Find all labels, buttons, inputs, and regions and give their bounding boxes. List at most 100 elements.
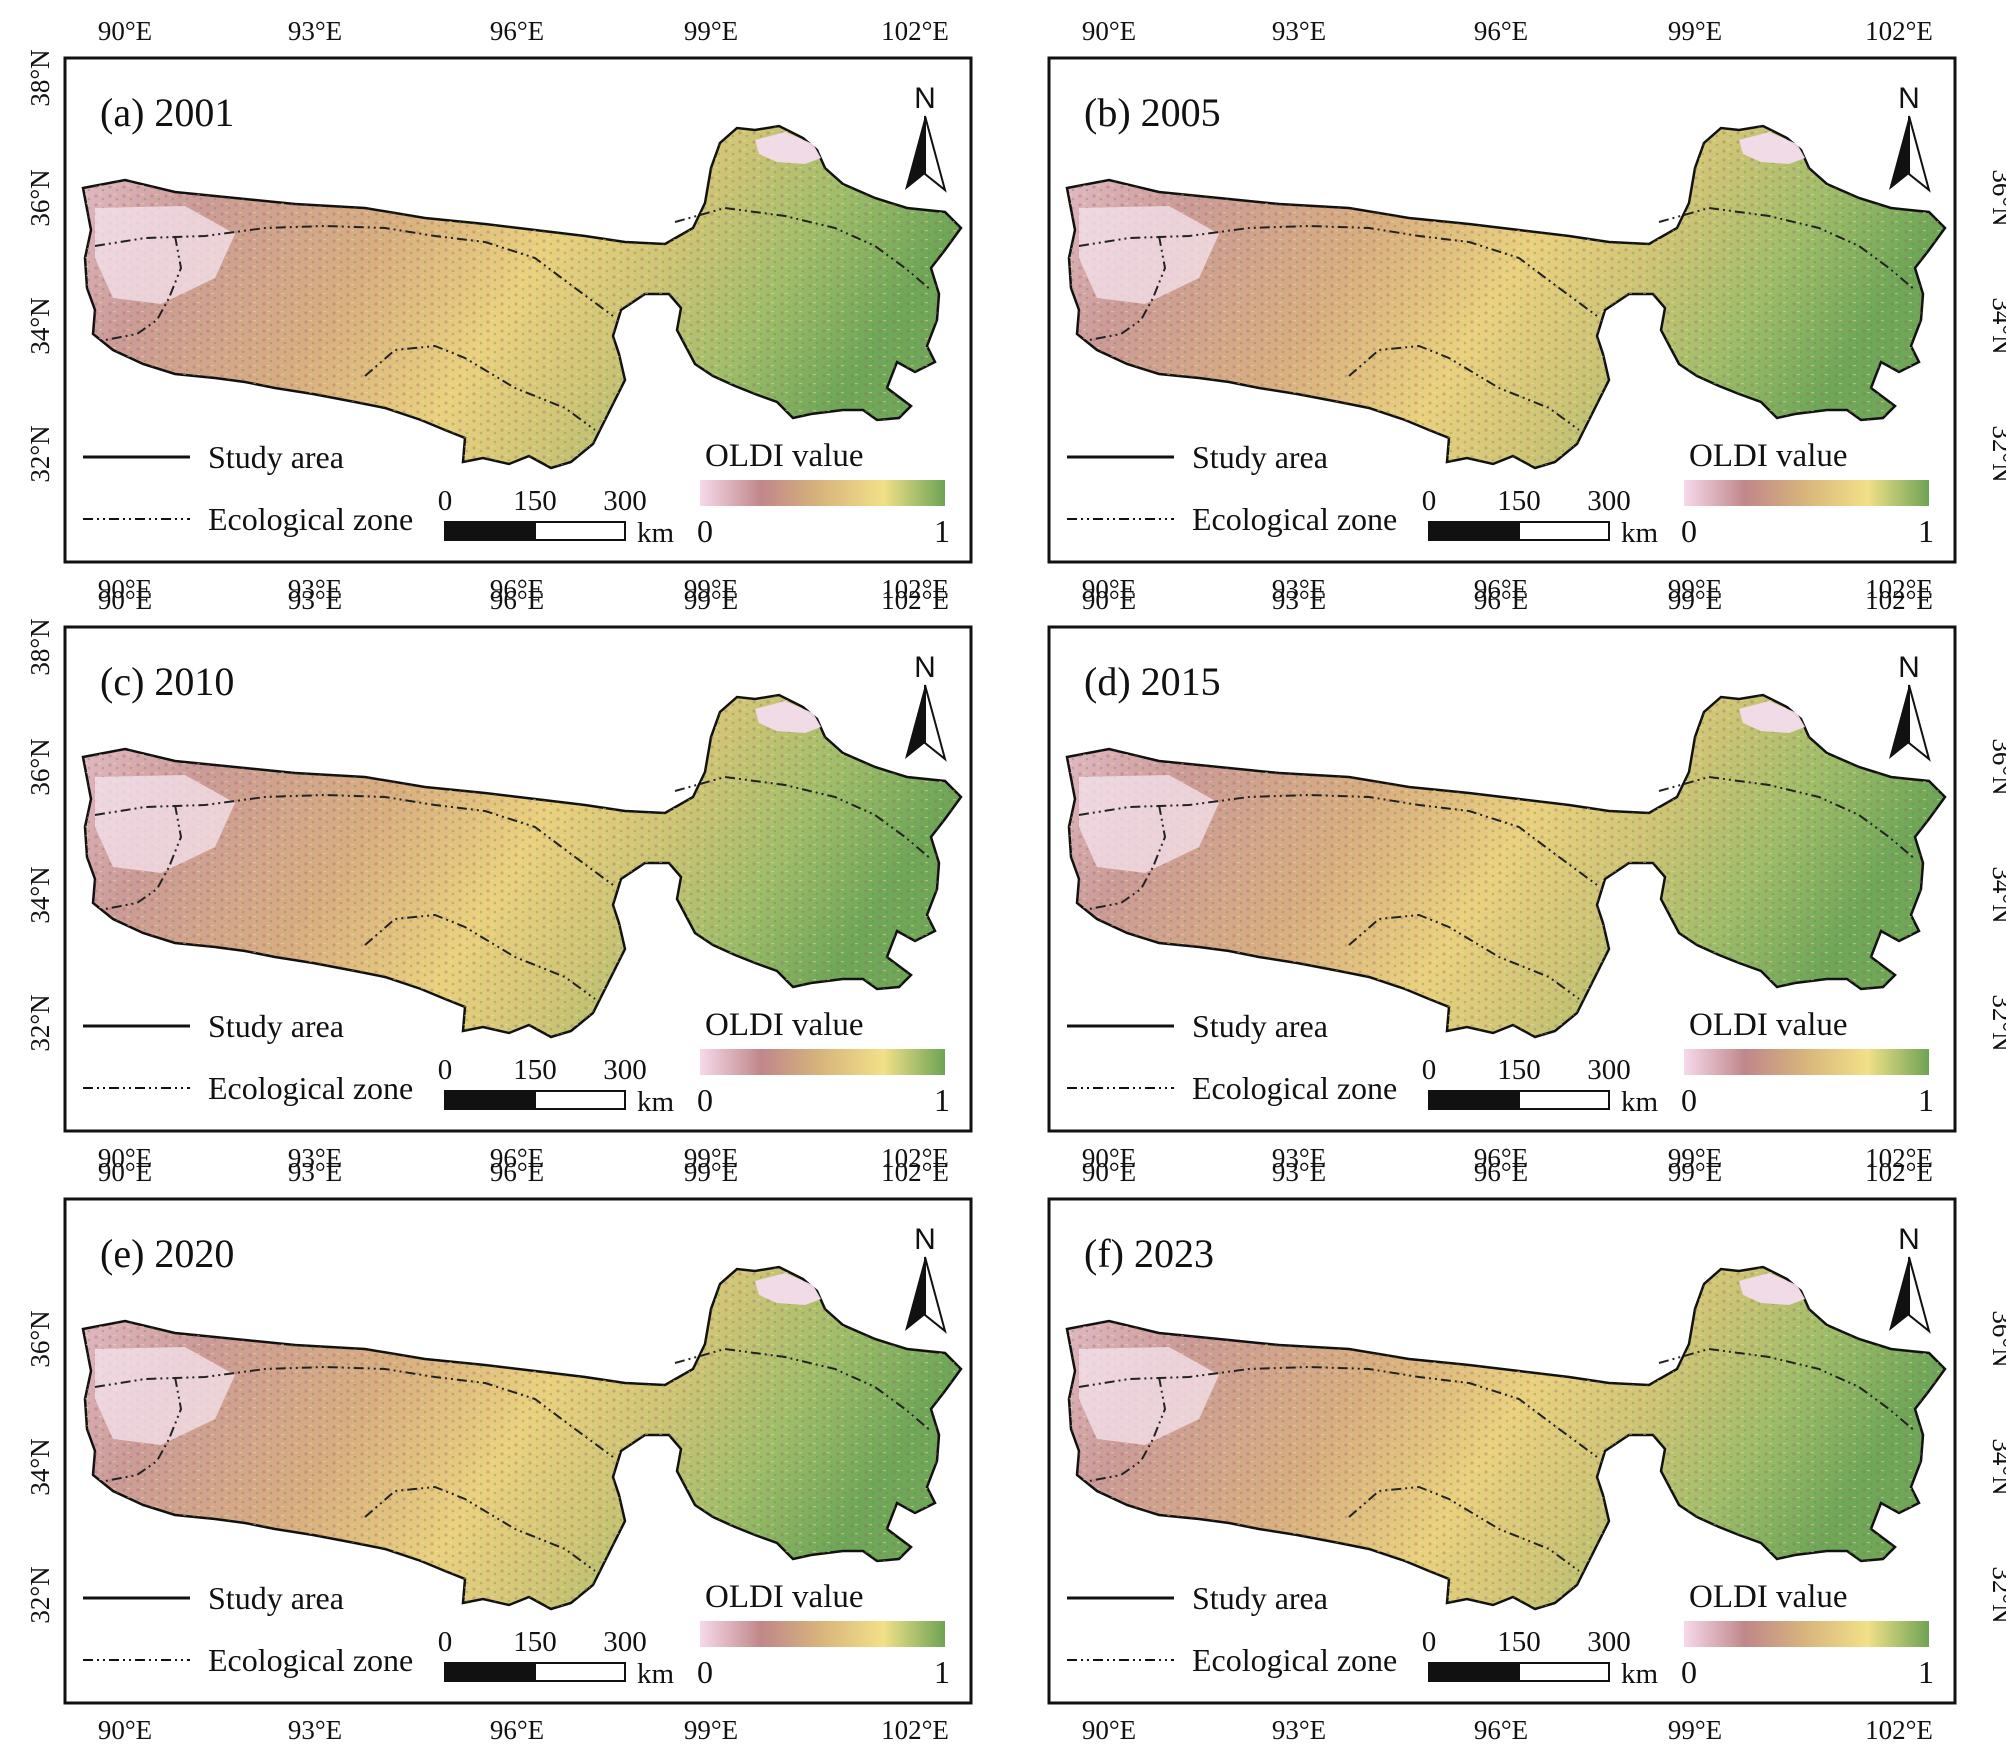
svg-text:0: 0 <box>438 1054 453 1086</box>
svg-text:300: 300 <box>1587 1626 1631 1658</box>
ecological-zone-line <box>94 224 614 317</box>
ecological-zone-line <box>1078 793 1598 886</box>
bare-patch <box>1079 775 1219 873</box>
x-tick-label: 102°E <box>881 16 949 46</box>
scale-bar: 0 150 300 km <box>438 1054 675 1118</box>
scale-bar: 0 150 300 km <box>1422 1626 1659 1690</box>
map-panel: (b) 2005 N Study area Ecological zone 0 … <box>1047 16 2006 604</box>
ecological-zone-legend-label: Ecological zone <box>208 501 413 537</box>
colorbar-min: 0 <box>697 513 713 549</box>
colorbar-max: 1 <box>934 1654 950 1690</box>
y-tick-label: 34°N <box>1987 866 2006 923</box>
svg-text:300: 300 <box>603 1626 647 1658</box>
x-tick-label: 99°E <box>1668 1715 1722 1745</box>
y-tick-label: 36°N <box>1987 169 2006 226</box>
panel-title: (f) 2023 <box>1084 1231 1214 1276</box>
map-frame <box>1047 625 1957 1133</box>
x-tick-label: 96°E <box>490 574 544 604</box>
bare-patch <box>1079 206 1219 304</box>
oldi-texture <box>83 126 961 468</box>
bare-patch <box>95 775 235 873</box>
colorbar-min: 0 <box>1681 1654 1697 1690</box>
x-tick-label: 102°E <box>1865 585 1933 615</box>
x-tick-label: 93°E <box>288 1157 342 1187</box>
colorbar-title: OLDI value <box>705 1579 864 1615</box>
colorbar-max: 1 <box>934 1082 950 1118</box>
y-tick-label: 34°N <box>25 866 55 923</box>
lake-patch <box>1739 1273 1805 1305</box>
ecological-zone-line <box>104 804 183 910</box>
colorbar-max: 1 <box>1918 513 1934 549</box>
x-tick-label: 102°E <box>1865 16 1933 46</box>
svg-text:150: 150 <box>1497 1626 1541 1658</box>
ecological-zone-line <box>674 1347 932 1432</box>
y-tick-label: 32°N <box>1987 425 2006 482</box>
colorbar <box>1684 1621 1929 1647</box>
x-tick-label: 102°E <box>881 1143 949 1173</box>
y-tick-label: 34°N <box>25 297 55 354</box>
y-tick-label: 34°N <box>1987 297 2006 354</box>
y-tick-label: 36°N <box>25 1310 55 1367</box>
ecological-zone-line <box>1078 1365 1598 1458</box>
map-frame <box>1047 1197 1957 1705</box>
ecological-zone-line <box>1348 344 1580 431</box>
x-tick-label: 90°E <box>98 16 152 46</box>
svg-text:km: km <box>1621 1658 1659 1690</box>
svg-text:km: km <box>637 517 675 549</box>
colorbar <box>1684 1049 1929 1075</box>
ecological-zone-line <box>1658 1347 1916 1432</box>
x-tick-label: 99°E <box>684 1157 738 1187</box>
north-arrow-icon: N <box>905 1223 947 1334</box>
x-tick-label: 99°E <box>1668 1157 1722 1187</box>
x-tick-label: 102°E <box>1865 1715 1933 1745</box>
ecological-zone-line <box>364 1485 596 1572</box>
colorbar <box>700 1621 945 1647</box>
scale-bar: 0 150 300 km <box>1422 1054 1659 1118</box>
ecological-zone-line <box>1348 913 1580 1000</box>
svg-text:N: N <box>914 82 936 115</box>
x-tick-label: 102°E <box>881 585 949 615</box>
ecological-zone-line <box>1088 1376 1167 1482</box>
svg-text:0: 0 <box>438 485 453 517</box>
study-area-legend-label: Study area <box>208 1008 344 1044</box>
lake-patch <box>1739 701 1805 733</box>
x-tick-label: 99°E <box>684 1143 738 1173</box>
x-tick-label: 102°E <box>881 1157 949 1187</box>
bare-patch <box>95 1347 235 1445</box>
x-tick-label: 99°E <box>1668 16 1722 46</box>
svg-text:0: 0 <box>1422 485 1437 517</box>
y-tick-label: 36°N <box>1987 1310 2006 1367</box>
y-tick-label: 32°N <box>25 425 55 482</box>
study-area-legend-label: Study area <box>1192 1580 1328 1616</box>
x-tick-label: 93°E <box>288 574 342 604</box>
colorbar-max: 1 <box>1918 1654 1934 1690</box>
svg-text:km: km <box>1621 517 1659 549</box>
svg-text:N: N <box>1898 1223 1920 1256</box>
lake-patch <box>755 701 821 733</box>
colorbar-min: 0 <box>1681 513 1697 549</box>
svg-text:N: N <box>1898 82 1920 115</box>
map-panel: (e) 2020 N Study area Ecological zone 0 … <box>25 1157 973 1745</box>
x-tick-label: 102°E <box>1865 1143 1933 1173</box>
x-tick-label: 96°E <box>490 1157 544 1187</box>
x-tick-label: 93°E <box>1272 1715 1326 1745</box>
ecological-zone-line <box>1078 224 1598 317</box>
oldi-texture <box>1067 126 1945 468</box>
x-tick-label: 90°E <box>98 574 152 604</box>
x-tick-label: 96°E <box>490 1715 544 1745</box>
x-tick-label: 93°E <box>288 1715 342 1745</box>
svg-text:km: km <box>637 1086 675 1118</box>
ecological-zone-legend-label: Ecological zone <box>1192 501 1397 537</box>
x-tick-label: 96°E <box>1474 585 1528 615</box>
x-tick-label: 93°E <box>1272 16 1326 46</box>
y-tick-label: 36°N <box>25 738 55 795</box>
y-tick-label: 32°N <box>1987 994 2006 1051</box>
ecological-zone-line <box>364 913 596 1000</box>
x-tick-label: 99°E <box>684 585 738 615</box>
study-area-legend-label: Study area <box>1192 439 1328 475</box>
x-tick-label: 90°E <box>1082 1157 1136 1187</box>
x-tick-label: 96°E <box>1474 574 1528 604</box>
y-tick-label: 32°N <box>1987 1566 2006 1623</box>
x-tick-label: 96°E <box>1474 1143 1528 1173</box>
